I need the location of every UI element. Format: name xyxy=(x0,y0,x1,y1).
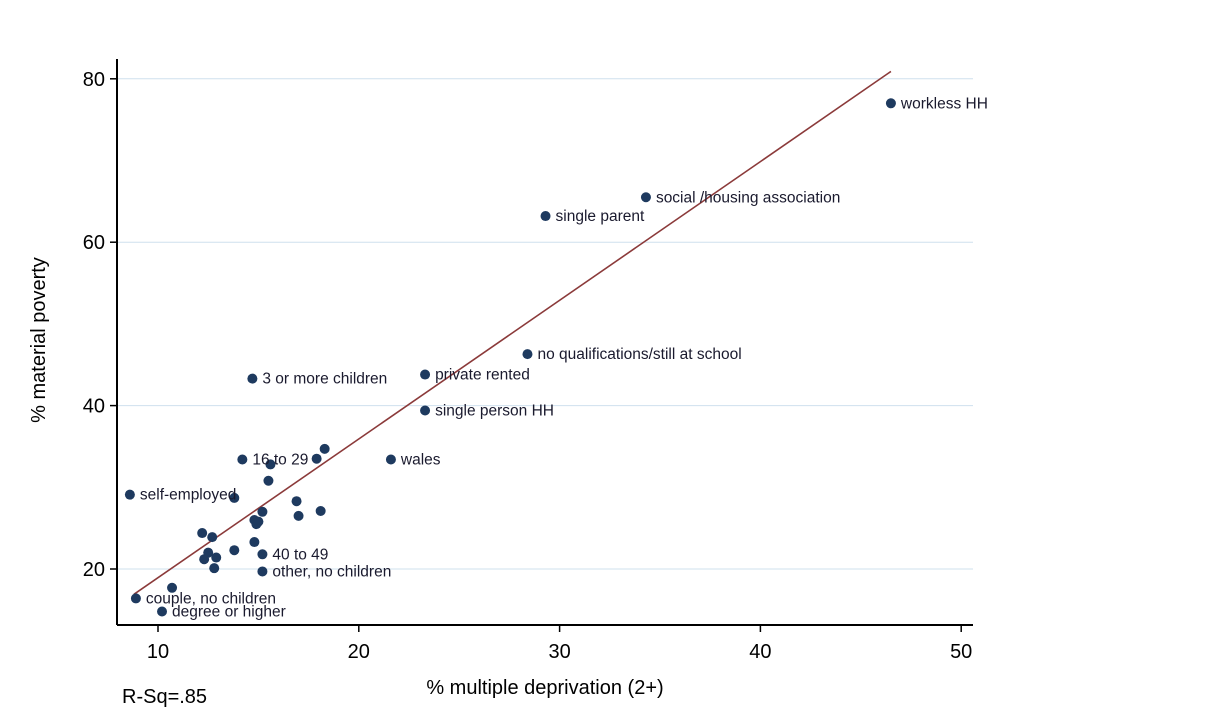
point-label: self-employed xyxy=(140,487,237,504)
data-point xyxy=(385,454,396,465)
data-point xyxy=(263,475,274,486)
point-label: couple, no children xyxy=(146,590,276,607)
x-tick-label: 20 xyxy=(348,641,370,663)
data-point xyxy=(293,510,304,521)
data-point xyxy=(199,554,210,565)
data-point xyxy=(319,443,330,454)
data-point xyxy=(420,405,431,416)
point-label: degree or higher xyxy=(172,603,286,620)
point-label: 40 to 49 xyxy=(272,546,328,563)
data-point xyxy=(257,549,268,560)
fit-line-layer xyxy=(133,70,892,595)
point-label: other, no children xyxy=(272,563,391,580)
data-point xyxy=(167,582,178,593)
x-tick-label: 50 xyxy=(950,641,972,663)
x-tick-label: 40 xyxy=(749,641,771,663)
point-labels-layer: workless HH social /housing association si… xyxy=(140,95,988,620)
y-tick-label: 80 xyxy=(83,69,105,91)
point-label: 16 to 29 xyxy=(252,452,308,469)
data-point xyxy=(257,506,268,517)
data-point xyxy=(207,532,218,543)
data-point xyxy=(257,566,268,577)
x-tick-label: 30 xyxy=(548,641,570,663)
data-point xyxy=(291,496,302,507)
point-label: 3 or more children xyxy=(262,371,387,388)
y-tick-label: 60 xyxy=(83,232,105,254)
data-point xyxy=(229,545,240,556)
data-point xyxy=(209,563,220,574)
x-axis-title: % multiple deprivation (2+) xyxy=(426,677,663,699)
data-point xyxy=(157,606,168,617)
data-point xyxy=(229,492,240,503)
data-point xyxy=(249,537,260,548)
data-point xyxy=(130,593,141,604)
points-layer xyxy=(124,98,896,617)
point-label: no qualifications/still at school xyxy=(537,346,741,363)
data-point xyxy=(885,98,896,109)
ticks: 10 20 30 40 50 20 40 60 80 xyxy=(83,69,973,663)
data-point xyxy=(124,489,135,500)
r-squared-note: R-Sq=.85 xyxy=(122,686,207,708)
y-tick-label: 20 xyxy=(83,559,105,581)
data-point xyxy=(237,454,248,465)
y-tick-label: 40 xyxy=(83,396,105,418)
axes xyxy=(116,59,973,626)
data-point xyxy=(540,211,551,222)
data-point xyxy=(211,552,222,563)
data-point xyxy=(311,453,322,464)
data-point xyxy=(253,516,264,527)
point-label: social /housing association xyxy=(656,189,840,206)
data-point xyxy=(265,459,276,470)
data-point xyxy=(640,192,651,203)
point-label: private rented xyxy=(435,367,530,384)
data-point xyxy=(522,349,533,360)
data-point xyxy=(197,528,208,539)
point-label: single person HH xyxy=(435,403,554,420)
y-axis-title: % material poverty xyxy=(28,257,50,423)
data-point xyxy=(315,505,326,516)
point-label: single parent xyxy=(556,208,645,225)
data-point xyxy=(247,373,258,384)
x-tick-label: 10 xyxy=(147,641,169,663)
point-label: wales xyxy=(400,452,441,469)
data-point xyxy=(420,369,431,380)
point-label: workless HH xyxy=(900,95,988,112)
gridlines xyxy=(118,78,973,570)
fit-line xyxy=(133,70,892,595)
